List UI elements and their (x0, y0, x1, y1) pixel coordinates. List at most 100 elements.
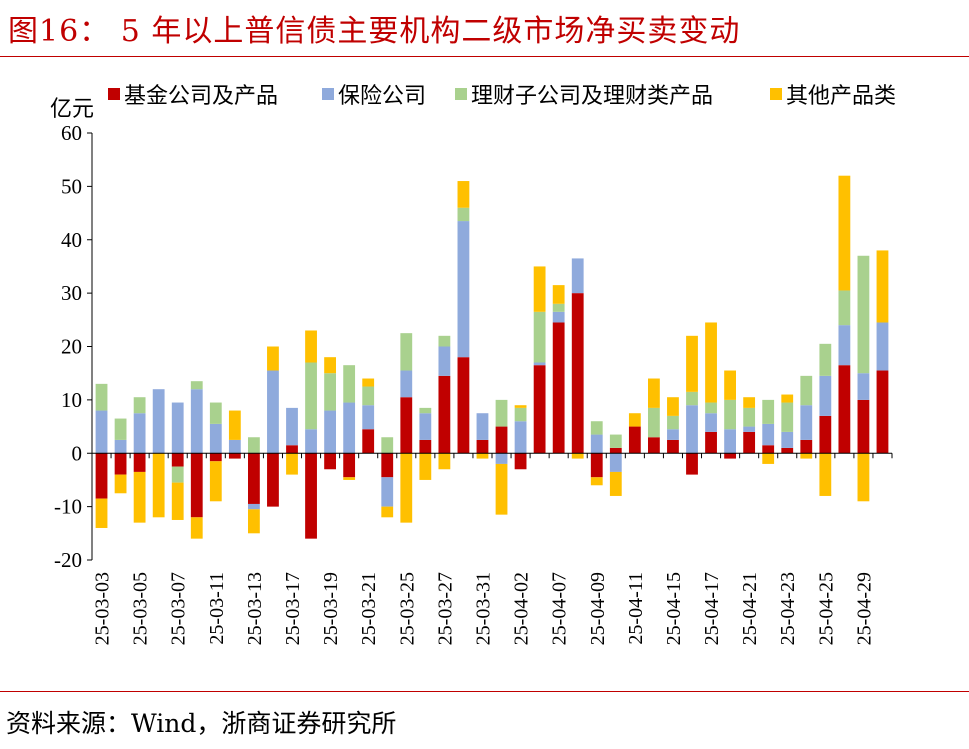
legend-label: 基金公司及产品 (124, 83, 278, 108)
bar-segment (609, 471, 622, 496)
bar-segment (324, 357, 336, 374)
bar-segment (628, 426, 641, 454)
bar-segment (857, 255, 870, 374)
x-tick-label: 25-03-03 (92, 572, 114, 645)
bar-segment (171, 466, 184, 483)
figure-title: 图16： 5 年以上普信债主要机构二级市场净买卖变动 (8, 14, 741, 49)
bar-segment (762, 453, 775, 464)
bar-segment (305, 453, 317, 539)
bar-segment (457, 207, 470, 222)
legend-swatch (455, 88, 467, 100)
bar-segment (781, 431, 794, 448)
x-tick-label: 25-03-13 (244, 572, 266, 645)
y-tick-label: 30 (61, 281, 82, 305)
x-tick-label: 25-03-17 (282, 572, 304, 645)
x-tick-label: 25-04-23 (777, 572, 799, 645)
bar-segment (362, 405, 375, 430)
y-tick-label: -20 (54, 548, 82, 572)
bar-segment (686, 405, 698, 454)
x-tick-label: 25-04-29 (853, 572, 875, 645)
legend-label: 保险公司 (338, 83, 426, 108)
bar-segment (743, 431, 756, 454)
bar-segment (609, 453, 622, 472)
bar-segment (152, 389, 165, 454)
legend-swatch (770, 88, 782, 100)
bar-segment (495, 399, 508, 427)
bar-segment (686, 391, 698, 406)
bar-segment (819, 343, 832, 376)
legend-label: 理财子公司及理财类产品 (471, 83, 713, 108)
bar-segment (381, 506, 394, 518)
bar-segment (267, 453, 279, 507)
bar-segment (514, 453, 527, 470)
bar-segment (190, 517, 203, 539)
bar-segment (571, 293, 584, 454)
bar-segment (495, 453, 508, 464)
bar-segment (286, 453, 298, 475)
bar-segment (800, 439, 813, 454)
bar-segment (552, 322, 565, 454)
bar-segment (190, 381, 203, 390)
bar-segment (571, 453, 584, 459)
legend-label: 其他产品类 (786, 83, 896, 108)
bar-segment (114, 439, 127, 454)
bar-segment (362, 378, 375, 387)
bar-segment (114, 474, 127, 494)
bar-segment (171, 453, 184, 467)
bar-segment (533, 266, 546, 312)
bar-segment (457, 221, 470, 358)
bar-segment (362, 386, 375, 406)
bar-segment (667, 439, 679, 454)
bar-segment (514, 405, 527, 408)
bar-segment (800, 405, 813, 440)
bar-segment (686, 335, 698, 392)
bar-segment (552, 285, 565, 304)
legend-swatch (322, 88, 334, 100)
bar-segment (438, 346, 451, 376)
bar-segment (667, 429, 679, 440)
x-tick-label: 25-04-21 (739, 572, 761, 645)
bar-segment (438, 453, 451, 470)
stacked-bar-chart: 基金公司及产品 保险公司 理财子公司及理财类产品 其他产品类 亿元 -20 -10 0 10… (50, 83, 896, 645)
bar-segment (324, 453, 336, 470)
bar-segment (857, 373, 870, 400)
bar-segment (648, 437, 660, 454)
bar-segment (209, 423, 222, 454)
x-tick-label: 25-04-25 (815, 572, 837, 645)
bar-segment (438, 335, 451, 347)
bar-segment (533, 362, 546, 366)
bar-segment (419, 439, 432, 454)
bar-segment (762, 423, 775, 446)
bar-segment (705, 322, 717, 403)
bar-segment (343, 402, 356, 454)
bar-segment (133, 453, 146, 472)
y-tick-label: 40 (61, 228, 82, 252)
y-tick-label: -10 (54, 495, 82, 519)
bar-segment (209, 453, 222, 462)
x-tick-label: 25-04-09 (587, 572, 609, 645)
bar-segment (228, 439, 241, 454)
bar-segment (571, 258, 584, 294)
bar-segment (857, 453, 870, 502)
bar-segment (876, 322, 889, 371)
y-tick-label: 50 (61, 174, 82, 198)
bar-segment (324, 373, 336, 411)
source-divider (0, 691, 969, 692)
bar-segment (705, 402, 717, 414)
bar-segment (533, 311, 546, 363)
bar-segment (381, 453, 394, 478)
bar-segment (133, 471, 146, 523)
bar-segment (209, 461, 222, 502)
bar-segment (419, 413, 432, 440)
bar-segment (400, 333, 413, 371)
bar-segment (590, 434, 603, 454)
bar-segment (400, 453, 413, 523)
bar-segment (800, 375, 813, 406)
bar-segment (667, 397, 679, 416)
bar-segment (857, 399, 870, 454)
bar-segment (743, 397, 756, 408)
bar-segment (343, 453, 356, 478)
bar-segment (248, 503, 260, 510)
bar-segment (133, 397, 146, 414)
bar-segment (438, 375, 451, 454)
